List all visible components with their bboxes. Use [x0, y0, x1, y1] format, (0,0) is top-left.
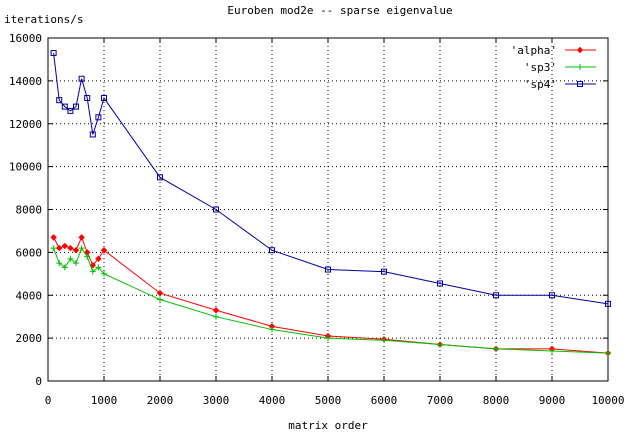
data-point	[437, 280, 443, 287]
data-point	[213, 206, 219, 213]
data-point	[156, 289, 164, 297]
y-tick-label: 10000	[9, 161, 42, 174]
data-point	[212, 307, 220, 314]
x-axis-label: matrix order	[288, 419, 368, 432]
data-point	[56, 260, 63, 267]
data-point	[381, 268, 387, 275]
data-point	[89, 131, 96, 138]
data-point	[61, 242, 69, 250]
data-point	[325, 266, 331, 273]
data-point	[95, 114, 102, 121]
data-point	[61, 103, 68, 110]
data-point	[78, 245, 85, 252]
data-point	[78, 234, 85, 241]
legend-label: 'sp4'	[524, 78, 557, 91]
data-point	[605, 350, 611, 357]
data-point	[84, 253, 91, 260]
data-point	[95, 255, 102, 263]
chart-title: Euroben mod2e -- sparse eigenvalue	[227, 4, 452, 17]
legend-marker	[577, 81, 583, 87]
y-axis-label: iterations/s	[4, 13, 83, 26]
x-tick-label: 7000	[427, 394, 454, 407]
y-tick-label: 6000	[16, 246, 43, 259]
series-line	[53, 52, 609, 305]
data-point	[213, 313, 219, 320]
data-point	[493, 292, 499, 299]
legend: 'alpha' 'sp3' 'sp4'	[511, 44, 596, 91]
legend-marker	[576, 46, 584, 54]
x-tick-label: 0	[45, 394, 52, 407]
y-tick-label: 0	[35, 375, 42, 388]
x-tick-label: 3000	[203, 394, 230, 407]
series-line	[53, 246, 609, 354]
data-point	[56, 97, 63, 104]
data-point	[157, 296, 163, 303]
x-tick-label: 4000	[259, 394, 286, 407]
x-tick-label: 2000	[147, 394, 174, 407]
data-point	[84, 95, 91, 102]
series-1	[50, 245, 611, 357]
legend-marker	[577, 64, 583, 70]
data-point	[89, 262, 97, 269]
data-point	[493, 345, 499, 352]
data-point	[50, 234, 57, 241]
x-tick-label: 6000	[371, 394, 398, 407]
data-point	[269, 326, 275, 333]
y-tick-label: 4000	[16, 289, 43, 302]
data-point	[605, 300, 611, 307]
data-point	[61, 264, 68, 271]
x-tick-label: 1000	[91, 394, 118, 407]
data-point	[549, 347, 555, 354]
x-tick-label: 8000	[483, 394, 510, 407]
data-point	[72, 247, 80, 254]
data-point	[95, 264, 102, 271]
y-tick-label: 8000	[16, 204, 43, 217]
axis-ticks: 0 1000 2000 3000 4000 5000 6000 7000 8000 9000 100…	[9, 32, 625, 407]
x-tick-label: 10000	[591, 394, 624, 407]
x-tick-label: 9000	[539, 394, 566, 407]
data-point	[269, 247, 275, 254]
data-point	[67, 107, 74, 114]
data-point	[437, 341, 443, 348]
data-point	[50, 50, 57, 57]
data-point	[100, 247, 108, 254]
data-point	[73, 103, 79, 110]
data-point	[157, 174, 163, 181]
data-point	[55, 244, 63, 252]
y-tick-label: 2000	[16, 332, 43, 345]
y-tick-label: 16000	[9, 32, 42, 45]
x-tick-label: 5000	[315, 394, 342, 407]
legend-label: 'alpha'	[511, 44, 557, 57]
data-point	[101, 95, 107, 102]
data-point	[50, 245, 57, 252]
data-point	[381, 337, 387, 344]
data-point	[78, 75, 85, 82]
y-tick-label: 12000	[9, 118, 42, 131]
data-point	[325, 335, 331, 342]
legend-label: 'sp3'	[524, 61, 557, 74]
y-tick-label: 14000	[9, 75, 42, 88]
data-point	[67, 244, 74, 252]
series-2	[50, 50, 611, 307]
data-point	[73, 260, 79, 267]
data-point	[549, 292, 555, 299]
data-point	[101, 270, 107, 277]
series-layer	[50, 50, 612, 357]
data-point	[67, 255, 74, 262]
data-point	[89, 268, 96, 275]
